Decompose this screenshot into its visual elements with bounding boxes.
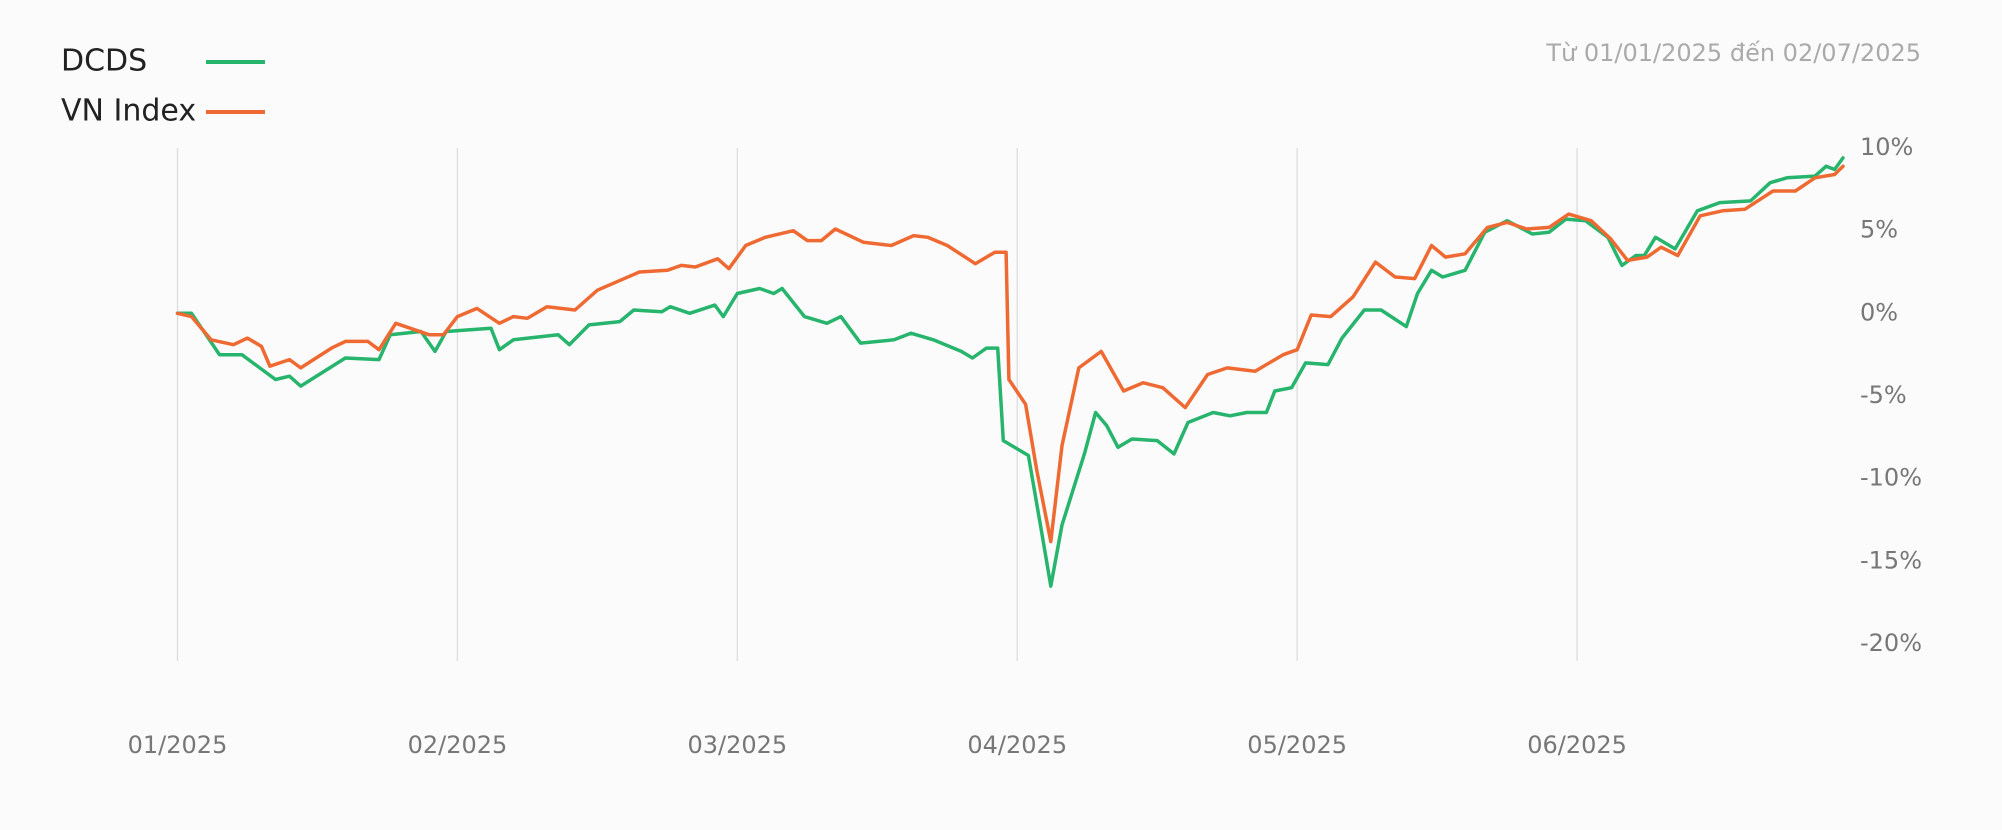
y-tick-label: -10%: [1860, 464, 1922, 492]
x-tick-label: 01/2025: [128, 731, 228, 759]
legend-label: VN Index: [61, 94, 196, 129]
x-tick-label: 04/2025: [967, 731, 1067, 759]
y-tick-label: -15%: [1860, 546, 1922, 574]
x-tick-label: 03/2025: [687, 731, 787, 759]
x-tick-label: 05/2025: [1247, 731, 1347, 759]
y-tick-label: 10%: [1860, 133, 1913, 161]
subtitle: Từ 01/01/2025 đến 02/07/2025: [1545, 39, 1921, 67]
series-line: [175, 164, 1845, 544]
x-tick-label: 02/2025: [408, 731, 508, 759]
y-tick-label: -20%: [1860, 629, 1922, 657]
y-tick-label: 0%: [1860, 298, 1898, 326]
x-tick-label: 06/2025: [1527, 731, 1627, 759]
legend-label: DCDS: [61, 44, 147, 79]
y-tick-label: -5%: [1860, 381, 1907, 409]
y-tick-label: 5%: [1860, 216, 1898, 244]
